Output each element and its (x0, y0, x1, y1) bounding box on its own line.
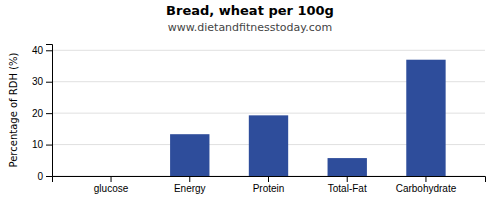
y-tick: 20 (32, 108, 52, 119)
x-tick: Energy (174, 176, 206, 194)
y-axis-title: Percentage of RDH (%) (8, 52, 19, 167)
y-tick: 0 (37, 171, 52, 182)
y-tick-mark (46, 113, 52, 114)
subtitle: www.dietandfitnesstoday.com (168, 21, 332, 34)
bar (249, 115, 288, 176)
x-axis: glucose Energy Protein Total-Fat Carbohydrat… (53, 176, 486, 194)
y-tick-mark (46, 82, 52, 83)
x-tick-mark (189, 176, 190, 182)
bar (170, 134, 209, 176)
x-tick-label: Energy (174, 183, 206, 194)
y-tick-mark (46, 176, 52, 177)
y-tick: 40 (32, 45, 52, 56)
x-axis-line (53, 177, 486, 183)
x-tick-mark (425, 176, 426, 182)
y-axis: 0 10 20 30 40 (32, 45, 53, 182)
title: Bread, wheat per 100g (166, 3, 334, 18)
bar (328, 158, 367, 176)
x-tick: Total-Fat (328, 176, 367, 194)
x-tick-mark (347, 176, 348, 182)
plot-area: glucose Energy Protein Total-Fat Carbohydrat… (32, 45, 486, 195)
x-tick-mark (268, 176, 269, 182)
y-tick: 30 (32, 76, 52, 87)
y-tick-label: 30 (32, 76, 44, 87)
grid (52, 50, 485, 176)
bars (170, 60, 446, 176)
y-tick-label: 0 (37, 171, 43, 182)
y-tick-mark (46, 145, 52, 146)
x-tick: Protein (253, 176, 285, 194)
x-tick-label: Carbohydrate (396, 183, 457, 194)
x-tick: Carbohydrate (396, 176, 457, 194)
y-axis-line (46, 45, 53, 177)
grid-line (52, 50, 485, 51)
y-tick: 10 (32, 139, 52, 150)
x-tick-label: Total-Fat (328, 183, 367, 194)
y-tick-label: 20 (32, 108, 44, 119)
x-tick: glucose (94, 176, 129, 194)
x-tick-mark (111, 176, 112, 182)
x-tick-label: glucose (94, 183, 129, 194)
y-tick-label: 40 (32, 45, 44, 56)
bar (406, 60, 445, 176)
y-tick-label: 10 (32, 139, 44, 150)
x-tick-label: Protein (253, 183, 285, 194)
chart: Bread, wheat per 100g www.dietandfitnesst… (0, 0, 500, 200)
y-tick-mark (46, 50, 52, 51)
bar (91, 176, 130, 177)
